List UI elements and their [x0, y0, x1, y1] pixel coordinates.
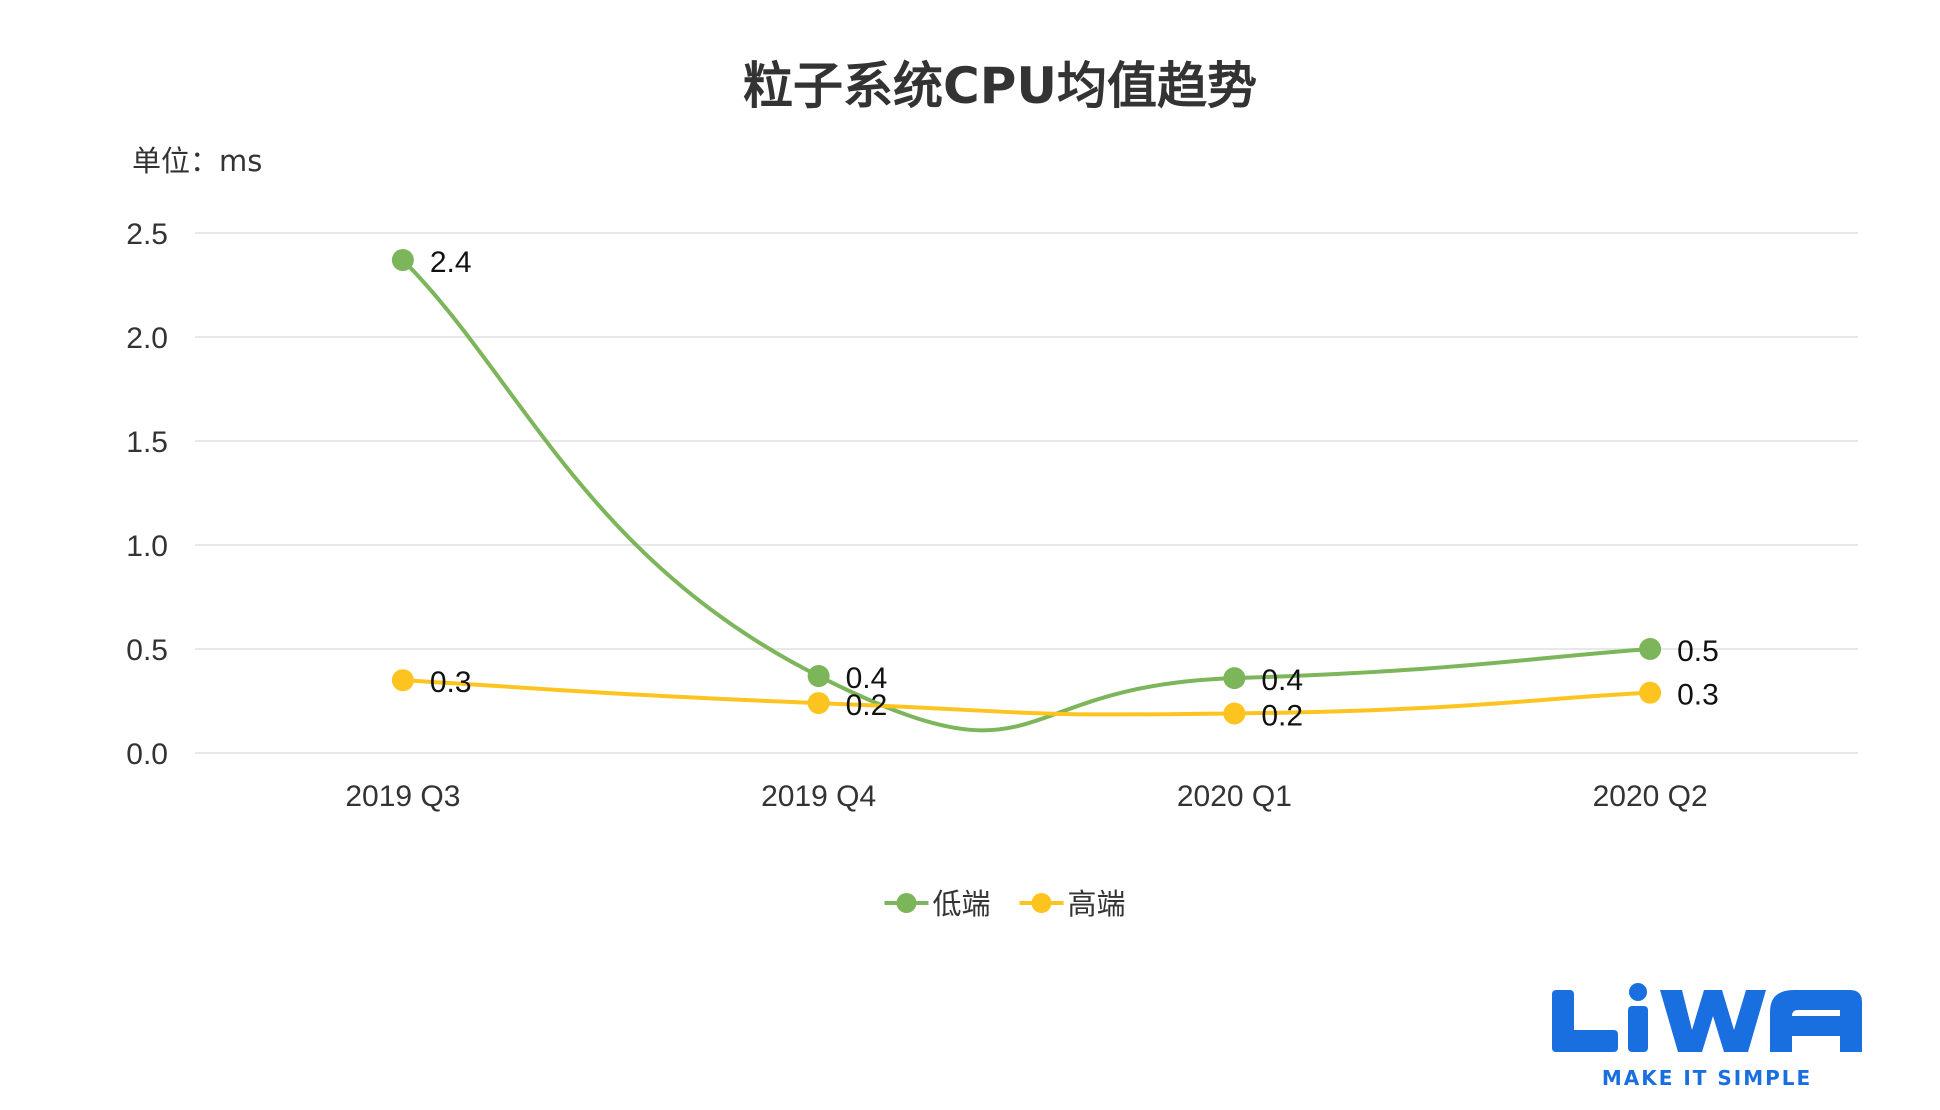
grid-lines [195, 232, 1858, 754]
data-point[interactable] [391, 669, 414, 692]
x-tick-label: 2020 Q2 [1593, 780, 1708, 813]
data-labels: 2.4 0.4 0.4 0.5 0.3 0.2 0.2 0.3 [430, 246, 1719, 732]
series-line-1 [402, 678, 1651, 717]
data-label: 2.4 [430, 246, 472, 279]
legend-item-0[interactable]: 低端 [884, 887, 991, 921]
data-point[interactable] [391, 249, 414, 272]
liwa-logo: LiWA MAKE IT SIMPLE [1552, 983, 1862, 1090]
y-tick-label: 1.5 [126, 426, 168, 459]
legend-item-1[interactable]: 高端 [1019, 887, 1126, 921]
y-tick-label: 0.5 [126, 634, 168, 667]
chart-title: 粒子系统CPU均值趋势 [743, 57, 1257, 115]
liwa-logo-mark [1552, 983, 1862, 1052]
data-label: 0.3 [430, 666, 472, 699]
liwa-logo-tagline: MAKE IT SIMPLE [1602, 1066, 1812, 1090]
y-tick-label: 2.5 [126, 218, 168, 251]
y-tick-label: 0.0 [126, 738, 168, 771]
data-label: 0.5 [1677, 635, 1719, 668]
data-point[interactable] [1639, 681, 1662, 704]
data-point[interactable] [1223, 667, 1246, 690]
data-point[interactable] [1223, 702, 1246, 725]
legend-label: 高端 [1068, 887, 1126, 921]
data-point[interactable] [807, 692, 830, 715]
series-lines [391, 249, 1662, 733]
x-tick-label: 2019 Q4 [761, 780, 876, 813]
x-tick-label: 2020 Q1 [1177, 780, 1292, 813]
legend-label: 低端 [933, 887, 991, 921]
data-label: 0.4 [1261, 664, 1303, 697]
legend-marker [896, 893, 917, 913]
x-tick-label: 2019 Q3 [345, 780, 460, 813]
legend-marker [1031, 893, 1052, 913]
y-tick-label: 1.0 [126, 530, 168, 563]
data-label: 0.2 [1261, 699, 1303, 732]
data-label: 0.3 [1677, 679, 1719, 712]
y-axis-unit-label: 单位：ms [132, 144, 262, 178]
y-axis-ticks: 0.0 0.5 1.0 1.5 2.0 2.5 [126, 218, 168, 771]
series-line-0 [401, 258, 1651, 733]
data-point[interactable] [807, 665, 830, 688]
legend[interactable]: 低端 高端 [884, 887, 1126, 921]
data-label: 0.4 [846, 662, 888, 695]
y-tick-label: 2.0 [126, 322, 168, 355]
x-axis-ticks: 2019 Q3 2019 Q4 2020 Q1 2020 Q2 [345, 780, 1707, 813]
data-label: 0.2 [846, 689, 888, 722]
data-point[interactable] [1639, 638, 1662, 660]
